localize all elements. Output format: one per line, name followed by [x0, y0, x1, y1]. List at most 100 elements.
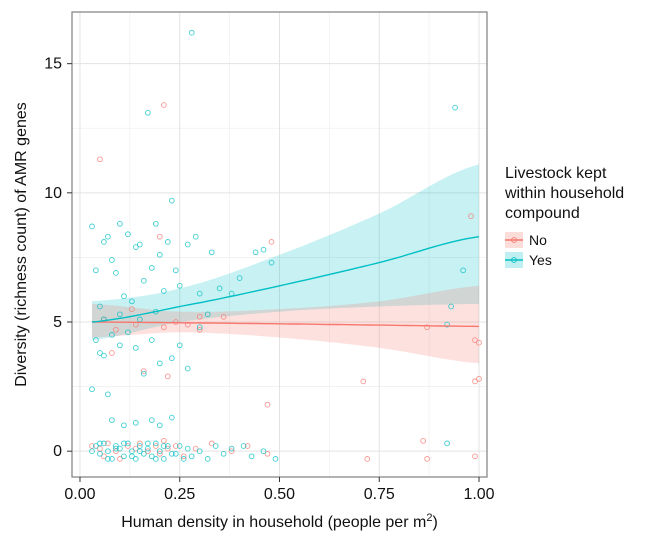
y-tick-label: 5: [53, 314, 62, 331]
data-point-no: [424, 324, 430, 331]
confidence-ribbon-yes: [92, 164, 479, 341]
data-point-yes: [109, 417, 115, 424]
data-point-no: [472, 337, 478, 343]
data-point-no: [140, 368, 147, 374]
data-point-no: [196, 326, 203, 333]
data-point-no: [117, 456, 123, 462]
data-point-yes: [144, 109, 151, 116]
data-point-yes: [184, 365, 191, 372]
data-point-yes: [113, 270, 119, 276]
data-point-no: [468, 213, 474, 219]
data-point-yes: [204, 456, 211, 462]
data-point-no: [220, 313, 227, 320]
data-point-yes: [121, 453, 127, 460]
data-point-no: [113, 326, 119, 333]
data-point-no: [105, 440, 111, 447]
data-point-yes: [196, 290, 203, 297]
data-point-yes: [240, 443, 247, 449]
y-tick-label: 0: [53, 443, 62, 460]
data-point-yes: [168, 197, 175, 204]
data-point-yes: [97, 450, 103, 457]
data-point-yes: [97, 303, 103, 310]
legend-title-line-2: within household: [504, 185, 624, 202]
trend-line-no: [92, 321, 480, 328]
data-point-yes: [156, 360, 163, 367]
data-point-yes: [248, 453, 255, 460]
data-point-yes: [444, 440, 450, 447]
data-point-yes: [117, 220, 123, 227]
data-point-yes: [136, 448, 143, 455]
data-point-yes: [89, 223, 95, 230]
grid-lines: [72, 12, 487, 477]
data-point-yes: [140, 450, 147, 457]
data-point-no: [244, 443, 251, 449]
data-point-yes: [113, 445, 119, 452]
data-point-yes: [168, 414, 175, 421]
data-point-yes: [105, 233, 111, 240]
x-tick-label: 0.75: [364, 486, 395, 503]
data-point-no: [97, 156, 103, 163]
data-point-yes: [152, 220, 159, 227]
data-point-yes: [117, 311, 123, 318]
data-point-yes: [444, 321, 450, 328]
trend-line-yes: [91, 236, 480, 323]
data-point-yes: [132, 456, 139, 462]
data-point-no: [172, 319, 179, 325]
data-point-yes: [196, 324, 203, 331]
data-point-yes: [180, 456, 187, 462]
legend: Livestock kept within household compound…: [504, 165, 624, 268]
data-point-yes: [168, 450, 175, 457]
data-point-yes: [117, 445, 123, 452]
data-point-yes: [260, 448, 267, 455]
data-point-yes: [188, 29, 195, 36]
data-point-no: [125, 443, 131, 449]
data-point-yes: [192, 233, 199, 240]
data-point-no: [472, 378, 478, 385]
y-axis-ticks: 0 5 10 15: [44, 56, 72, 460]
y-tick-label: 15: [44, 56, 62, 73]
data-point-no: [132, 445, 139, 452]
data-point-yes: [184, 445, 191, 452]
data-point-yes: [117, 342, 123, 349]
data-point-yes: [148, 264, 155, 271]
data-point-no: [228, 448, 235, 455]
data-point-no: [136, 440, 143, 447]
data-point-yes: [125, 440, 131, 447]
data-point-no: [264, 401, 271, 408]
data-point-no: [264, 450, 271, 457]
data-point-yes: [172, 267, 179, 274]
data-point-no: [472, 453, 478, 460]
data-point-yes: [109, 332, 115, 338]
legend-title-line-3: compound: [505, 205, 580, 222]
data-point-yes: [140, 370, 147, 377]
data-point-no: [268, 239, 275, 245]
legend-label-no: No: [529, 232, 547, 248]
data-point-yes: [176, 342, 183, 349]
data-point-yes: [176, 282, 183, 289]
data-point-yes: [121, 440, 127, 447]
data-point-yes: [105, 456, 111, 462]
data-point-yes: [272, 456, 279, 462]
data-point-yes: [125, 231, 131, 238]
data-point-yes: [156, 448, 163, 455]
data-point-yes: [196, 448, 203, 455]
data-point-yes: [220, 450, 227, 457]
data-point-no: [129, 306, 135, 312]
data-point-yes: [125, 329, 131, 336]
data-point-yes: [140, 277, 147, 284]
data-point-no: [144, 448, 151, 455]
data-point-yes: [160, 288, 167, 294]
x-tick-label: 0.00: [64, 486, 95, 503]
data-point-yes: [109, 257, 115, 263]
data-point-yes: [152, 440, 159, 447]
data-point-yes: [93, 267, 99, 274]
data-point-yes: [212, 443, 219, 449]
data-point-no: [420, 437, 427, 444]
data-points: [89, 29, 482, 462]
data-point-yes: [113, 443, 119, 449]
data-point-yes: [152, 456, 159, 462]
legend-title-line-1: Livestock kept: [505, 165, 607, 182]
data-point-yes: [176, 443, 183, 449]
data-point-yes: [132, 419, 139, 426]
y-tick-label: 10: [44, 185, 62, 202]
